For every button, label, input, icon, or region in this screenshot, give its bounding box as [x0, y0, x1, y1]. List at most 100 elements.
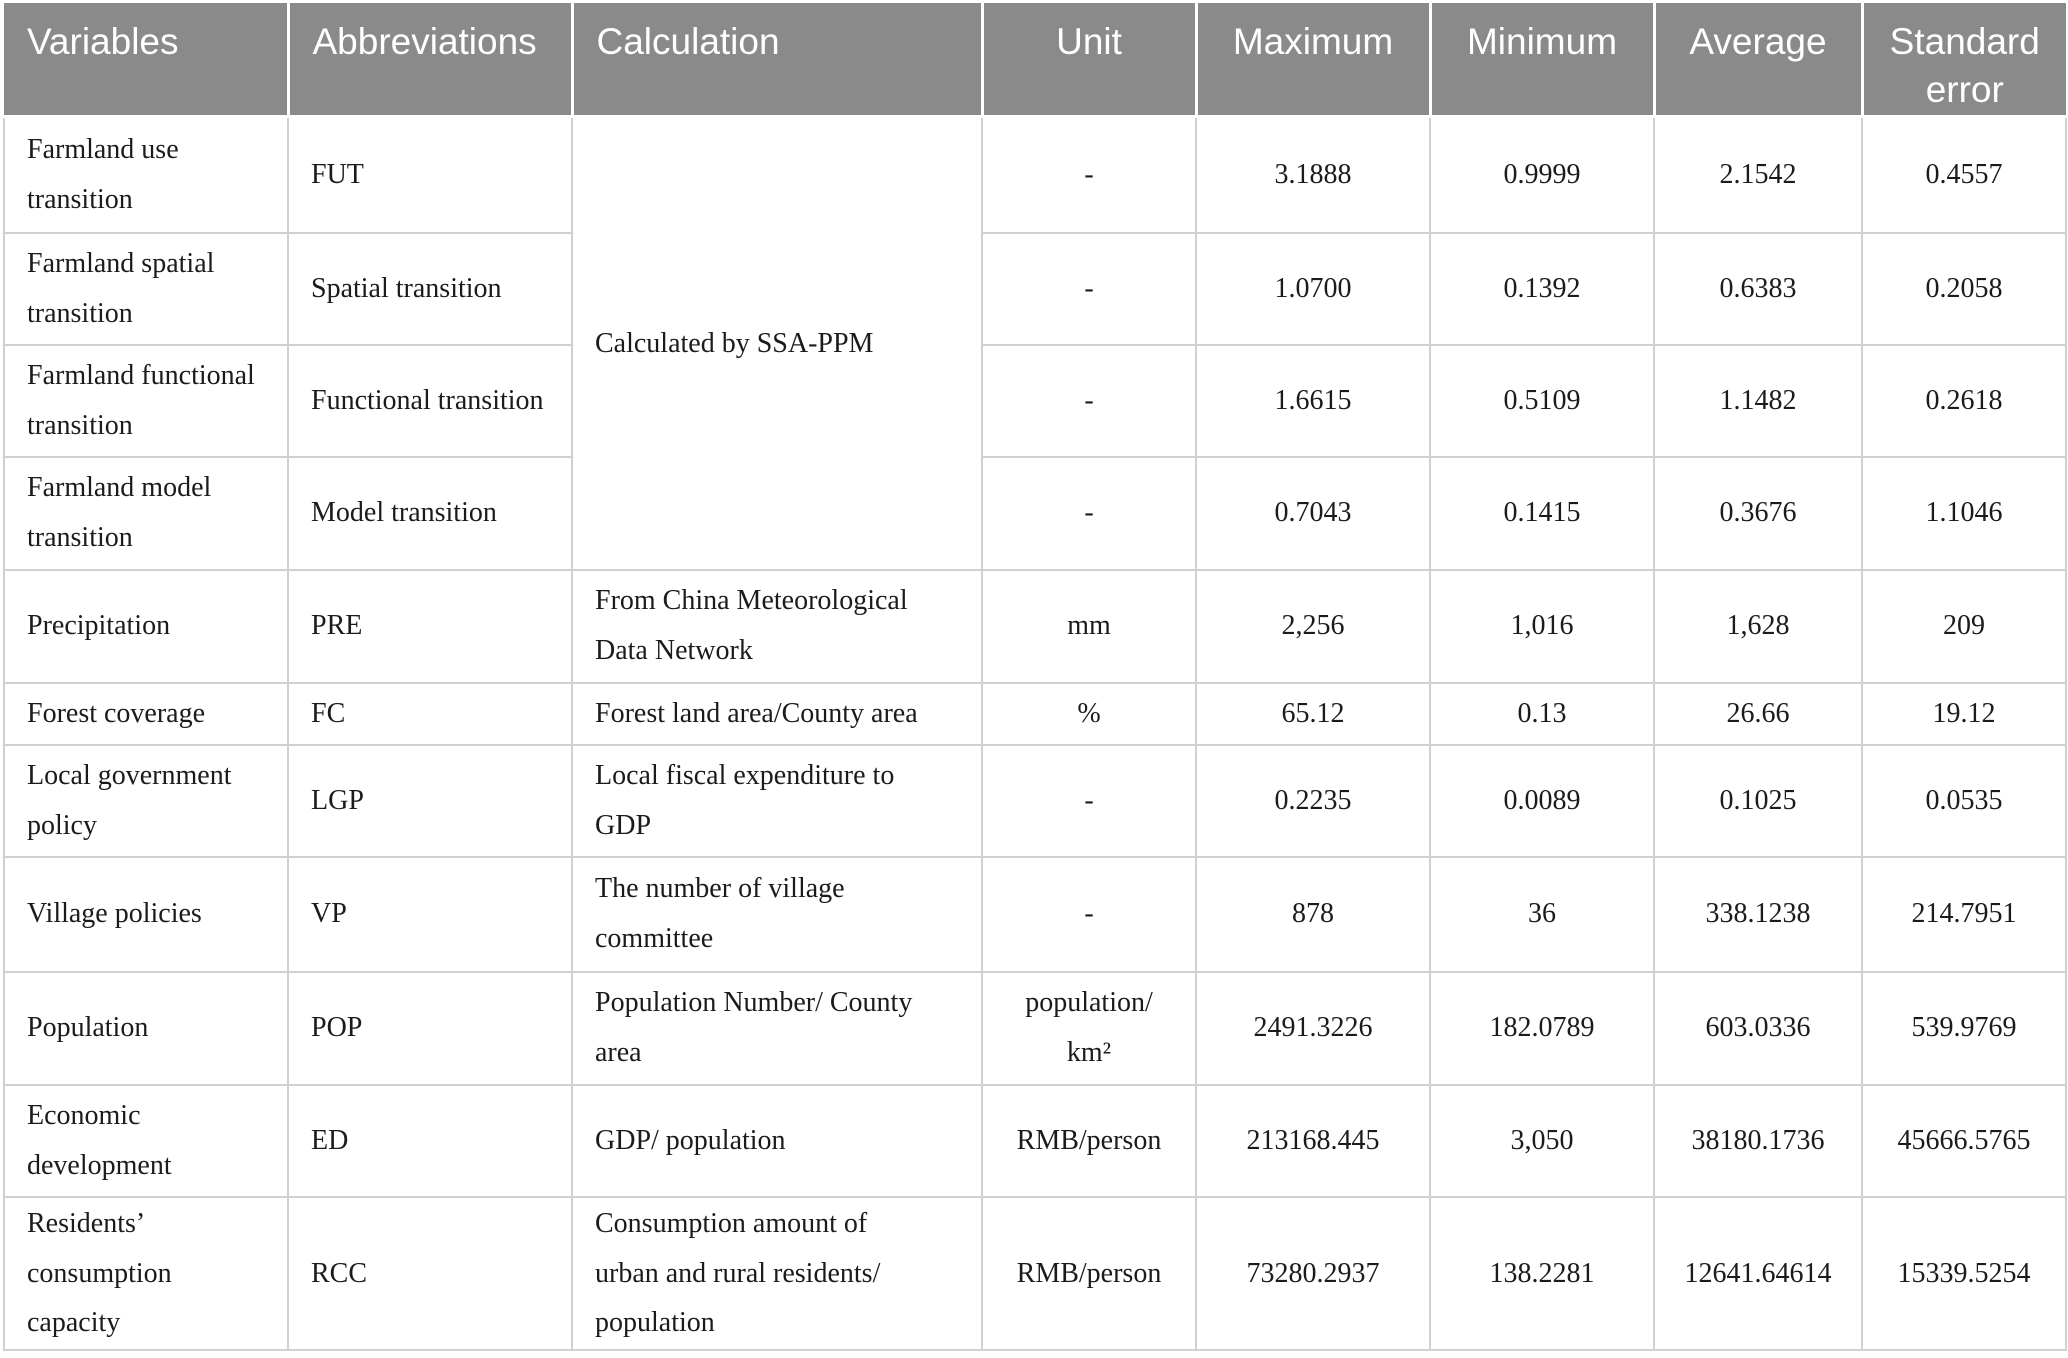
table-row-precipitation: Precipitation PRE From China Meteorologi…	[3, 568, 2067, 684]
cell-abbreviation: FUT	[287, 115, 573, 234]
cell-average: 1,628	[1653, 568, 1863, 684]
cell-calculation: Consumption amount of urban and rural re…	[571, 1195, 983, 1352]
cell-maximum: 2491.3226	[1195, 970, 1431, 1086]
table-row-residents-consumption-capacity: Residents’ consumption capacity RCC Cons…	[3, 1195, 2067, 1352]
cell-minimum: 182.0789	[1429, 970, 1655, 1086]
cell-abbreviation: FC	[287, 681, 573, 746]
column-header-calculation: Calculation	[572, 3, 984, 119]
cell-unit: RMB/person	[981, 1195, 1197, 1352]
cell-unit: -	[981, 343, 1197, 458]
cell-standard-error: 0.2618	[1861, 343, 2067, 458]
cell-average: 0.1025	[1653, 743, 1863, 858]
cell-abbreviation: PRE	[287, 568, 573, 684]
cell-standard-error: 539.9769	[1861, 970, 2067, 1086]
cell-variable: Farmland spatial transition	[3, 231, 289, 346]
cell-standard-error: 1.1046	[1861, 455, 2067, 571]
cell-unit: -	[981, 115, 1197, 234]
cell-standard-error: 0.2058	[1861, 231, 2067, 346]
cell-maximum: 1.6615	[1195, 343, 1431, 458]
cell-variable: Village policies	[3, 855, 289, 973]
cell-calculation: Population Number/ County area	[571, 970, 983, 1086]
cell-variable: Residents’ consumption capacity	[3, 1195, 289, 1352]
cell-abbreviation: RCC	[287, 1195, 573, 1352]
cell-standard-error: 0.0535	[1861, 743, 2067, 858]
cell-standard-error: 15339.5254	[1861, 1195, 2067, 1352]
cell-standard-error: 19.12	[1861, 681, 2067, 746]
cell-calculation: From China Meteorological Data Network	[571, 568, 983, 684]
cell-abbreviation: Spatial transition	[287, 231, 573, 346]
cell-calculation: GDP/ population	[571, 1083, 983, 1198]
cell-standard-error: 0.4557	[1861, 115, 2067, 234]
cell-variable: Farmland model transition	[3, 455, 289, 571]
cell-unit: RMB/person	[981, 1083, 1197, 1198]
table-row-farmland-model-transition: Farmland model transition Model transiti…	[3, 455, 2067, 571]
column-header-standard-error: Standard error	[1862, 3, 2066, 119]
cell-unit: population/ km²	[981, 970, 1197, 1086]
cell-minimum: 0.9999	[1429, 115, 1655, 234]
cell-variable: Farmland functional transition	[3, 343, 289, 458]
column-header-average: Average	[1654, 3, 1864, 119]
cell-maximum: 0.2235	[1195, 743, 1431, 858]
cell-maximum: 0.7043	[1195, 455, 1431, 571]
cell-calculation: Local fiscal expenditure to GDP	[571, 743, 983, 858]
cell-minimum: 0.5109	[1429, 343, 1655, 458]
summary-statistics-table: Variables Abbreviations Calculation Unit…	[3, 3, 2067, 1352]
cell-unit: -	[981, 231, 1197, 346]
cell-minimum: 36	[1429, 855, 1655, 973]
cell-abbreviation: VP	[287, 855, 573, 973]
cell-minimum: 0.0089	[1429, 743, 1655, 858]
cell-average: 603.0336	[1653, 970, 1863, 1086]
cell-average: 38180.1736	[1653, 1083, 1863, 1198]
cell-abbreviation: POP	[287, 970, 573, 1086]
cell-variable: Population	[3, 970, 289, 1086]
cell-variable: Forest coverage	[3, 681, 289, 746]
table-row-farmland-functional-transition: Farmland functional transition Functiona…	[3, 343, 2067, 458]
column-header-abbreviations: Abbreviations	[288, 3, 574, 119]
cell-unit: -	[981, 743, 1197, 858]
cell-minimum: 0.13	[1429, 681, 1655, 746]
cell-variable: Economic development	[3, 1083, 289, 1198]
cell-calculation: Calculated by SSA-PPM	[571, 115, 983, 571]
column-header-unit: Unit	[982, 3, 1198, 119]
table-row-farmland-spatial-transition: Farmland spatial transition Spatial tran…	[3, 231, 2067, 346]
table-row-farmland-use-transition: Farmland use transition FUT Calculated b…	[3, 115, 2067, 571]
cell-maximum: 878	[1195, 855, 1431, 973]
cell-standard-error: 214.7951	[1861, 855, 2067, 973]
cell-average: 12641.64614	[1653, 1195, 1863, 1352]
cell-abbreviation: Model transition	[287, 455, 573, 571]
cell-abbreviation: ED	[287, 1083, 573, 1198]
cell-minimum: 138.2281	[1429, 1195, 1655, 1352]
cell-average: 26.66	[1653, 681, 1863, 746]
cell-maximum: 213168.445	[1195, 1083, 1431, 1198]
cell-minimum: 0.1415	[1429, 455, 1655, 571]
cell-maximum: 1.0700	[1195, 231, 1431, 346]
cell-abbreviation: LGP	[287, 743, 573, 858]
cell-calculation: Forest land area/County area	[571, 681, 983, 746]
cell-maximum: 73280.2937	[1195, 1195, 1431, 1352]
table-row-economic-development: Economic development ED GDP/ population …	[3, 1083, 2067, 1198]
cell-average: 1.1482	[1653, 343, 1863, 458]
cell-standard-error: 45666.5765	[1861, 1083, 2067, 1198]
cell-abbreviation: Functional transition	[287, 343, 573, 458]
cell-variable: Farmland use transition	[3, 115, 289, 234]
cell-average: 338.1238	[1653, 855, 1863, 973]
table-row-population: Population POP Population Number/ County…	[3, 970, 2067, 1086]
cell-variable: Local government policy	[3, 743, 289, 858]
column-header-maximum: Maximum	[1196, 3, 1432, 119]
cell-maximum: 3.1888	[1195, 115, 1431, 234]
cell-minimum: 3,050	[1429, 1083, 1655, 1198]
cell-average: 2.1542	[1653, 115, 1863, 234]
table-row-village-policies: Village policies VP The number of villag…	[3, 855, 2067, 973]
cell-unit: mm	[981, 568, 1197, 684]
cell-average: 0.3676	[1653, 455, 1863, 571]
column-header-variables: Variables	[4, 3, 290, 119]
cell-minimum: 1,016	[1429, 568, 1655, 684]
table-row-local-government-policy: Local government policy LGP Local fiscal…	[3, 743, 2067, 858]
cell-variable: Precipitation	[3, 568, 289, 684]
cell-maximum: 2,256	[1195, 568, 1431, 684]
cell-unit: %	[981, 681, 1197, 746]
cell-maximum: 65.12	[1195, 681, 1431, 746]
cell-unit: -	[981, 455, 1197, 571]
column-header-minimum: Minimum	[1430, 3, 1656, 119]
cell-minimum: 0.1392	[1429, 231, 1655, 346]
